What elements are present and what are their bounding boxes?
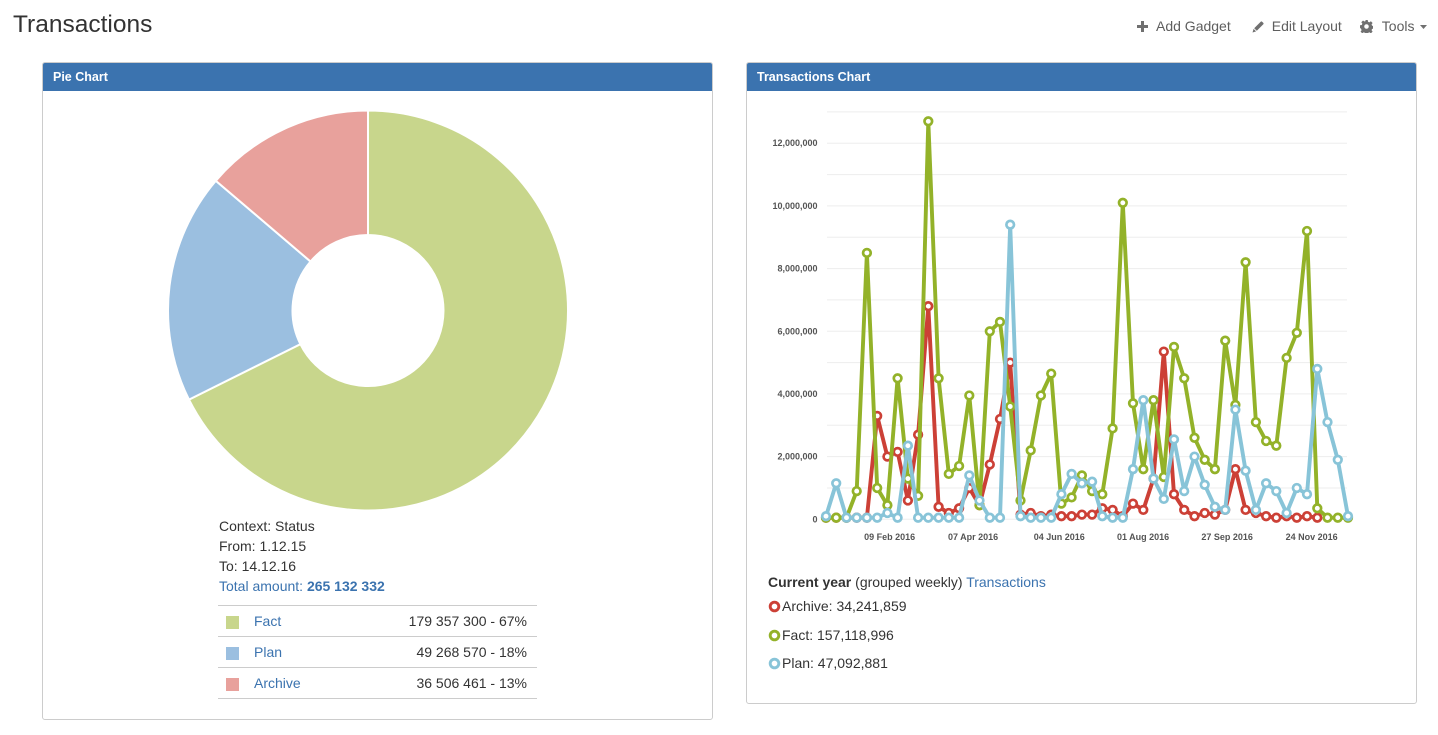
svg-text:07 Apr 2016: 07 Apr 2016 <box>948 532 998 542</box>
svg-text:2,000,000: 2,000,000 <box>777 452 817 462</box>
svg-text:6,000,000: 6,000,000 <box>777 326 817 336</box>
svg-text:0: 0 <box>812 514 817 524</box>
svg-text:27 Sep 2016: 27 Sep 2016 <box>1201 532 1253 542</box>
svg-text:04 Jun 2016: 04 Jun 2016 <box>1034 532 1085 542</box>
svg-text:24 Nov 2016: 24 Nov 2016 <box>1286 532 1338 542</box>
svg-text:09 Feb 2016: 09 Feb 2016 <box>864 532 915 542</box>
svg-text:10,000,000: 10,000,000 <box>772 201 817 211</box>
svg-text:4,000,000: 4,000,000 <box>777 389 817 399</box>
svg-text:12,000,000: 12,000,000 <box>772 138 817 148</box>
svg-text:01 Aug 2016: 01 Aug 2016 <box>1117 532 1169 542</box>
svg-text:8,000,000: 8,000,000 <box>777 264 817 274</box>
